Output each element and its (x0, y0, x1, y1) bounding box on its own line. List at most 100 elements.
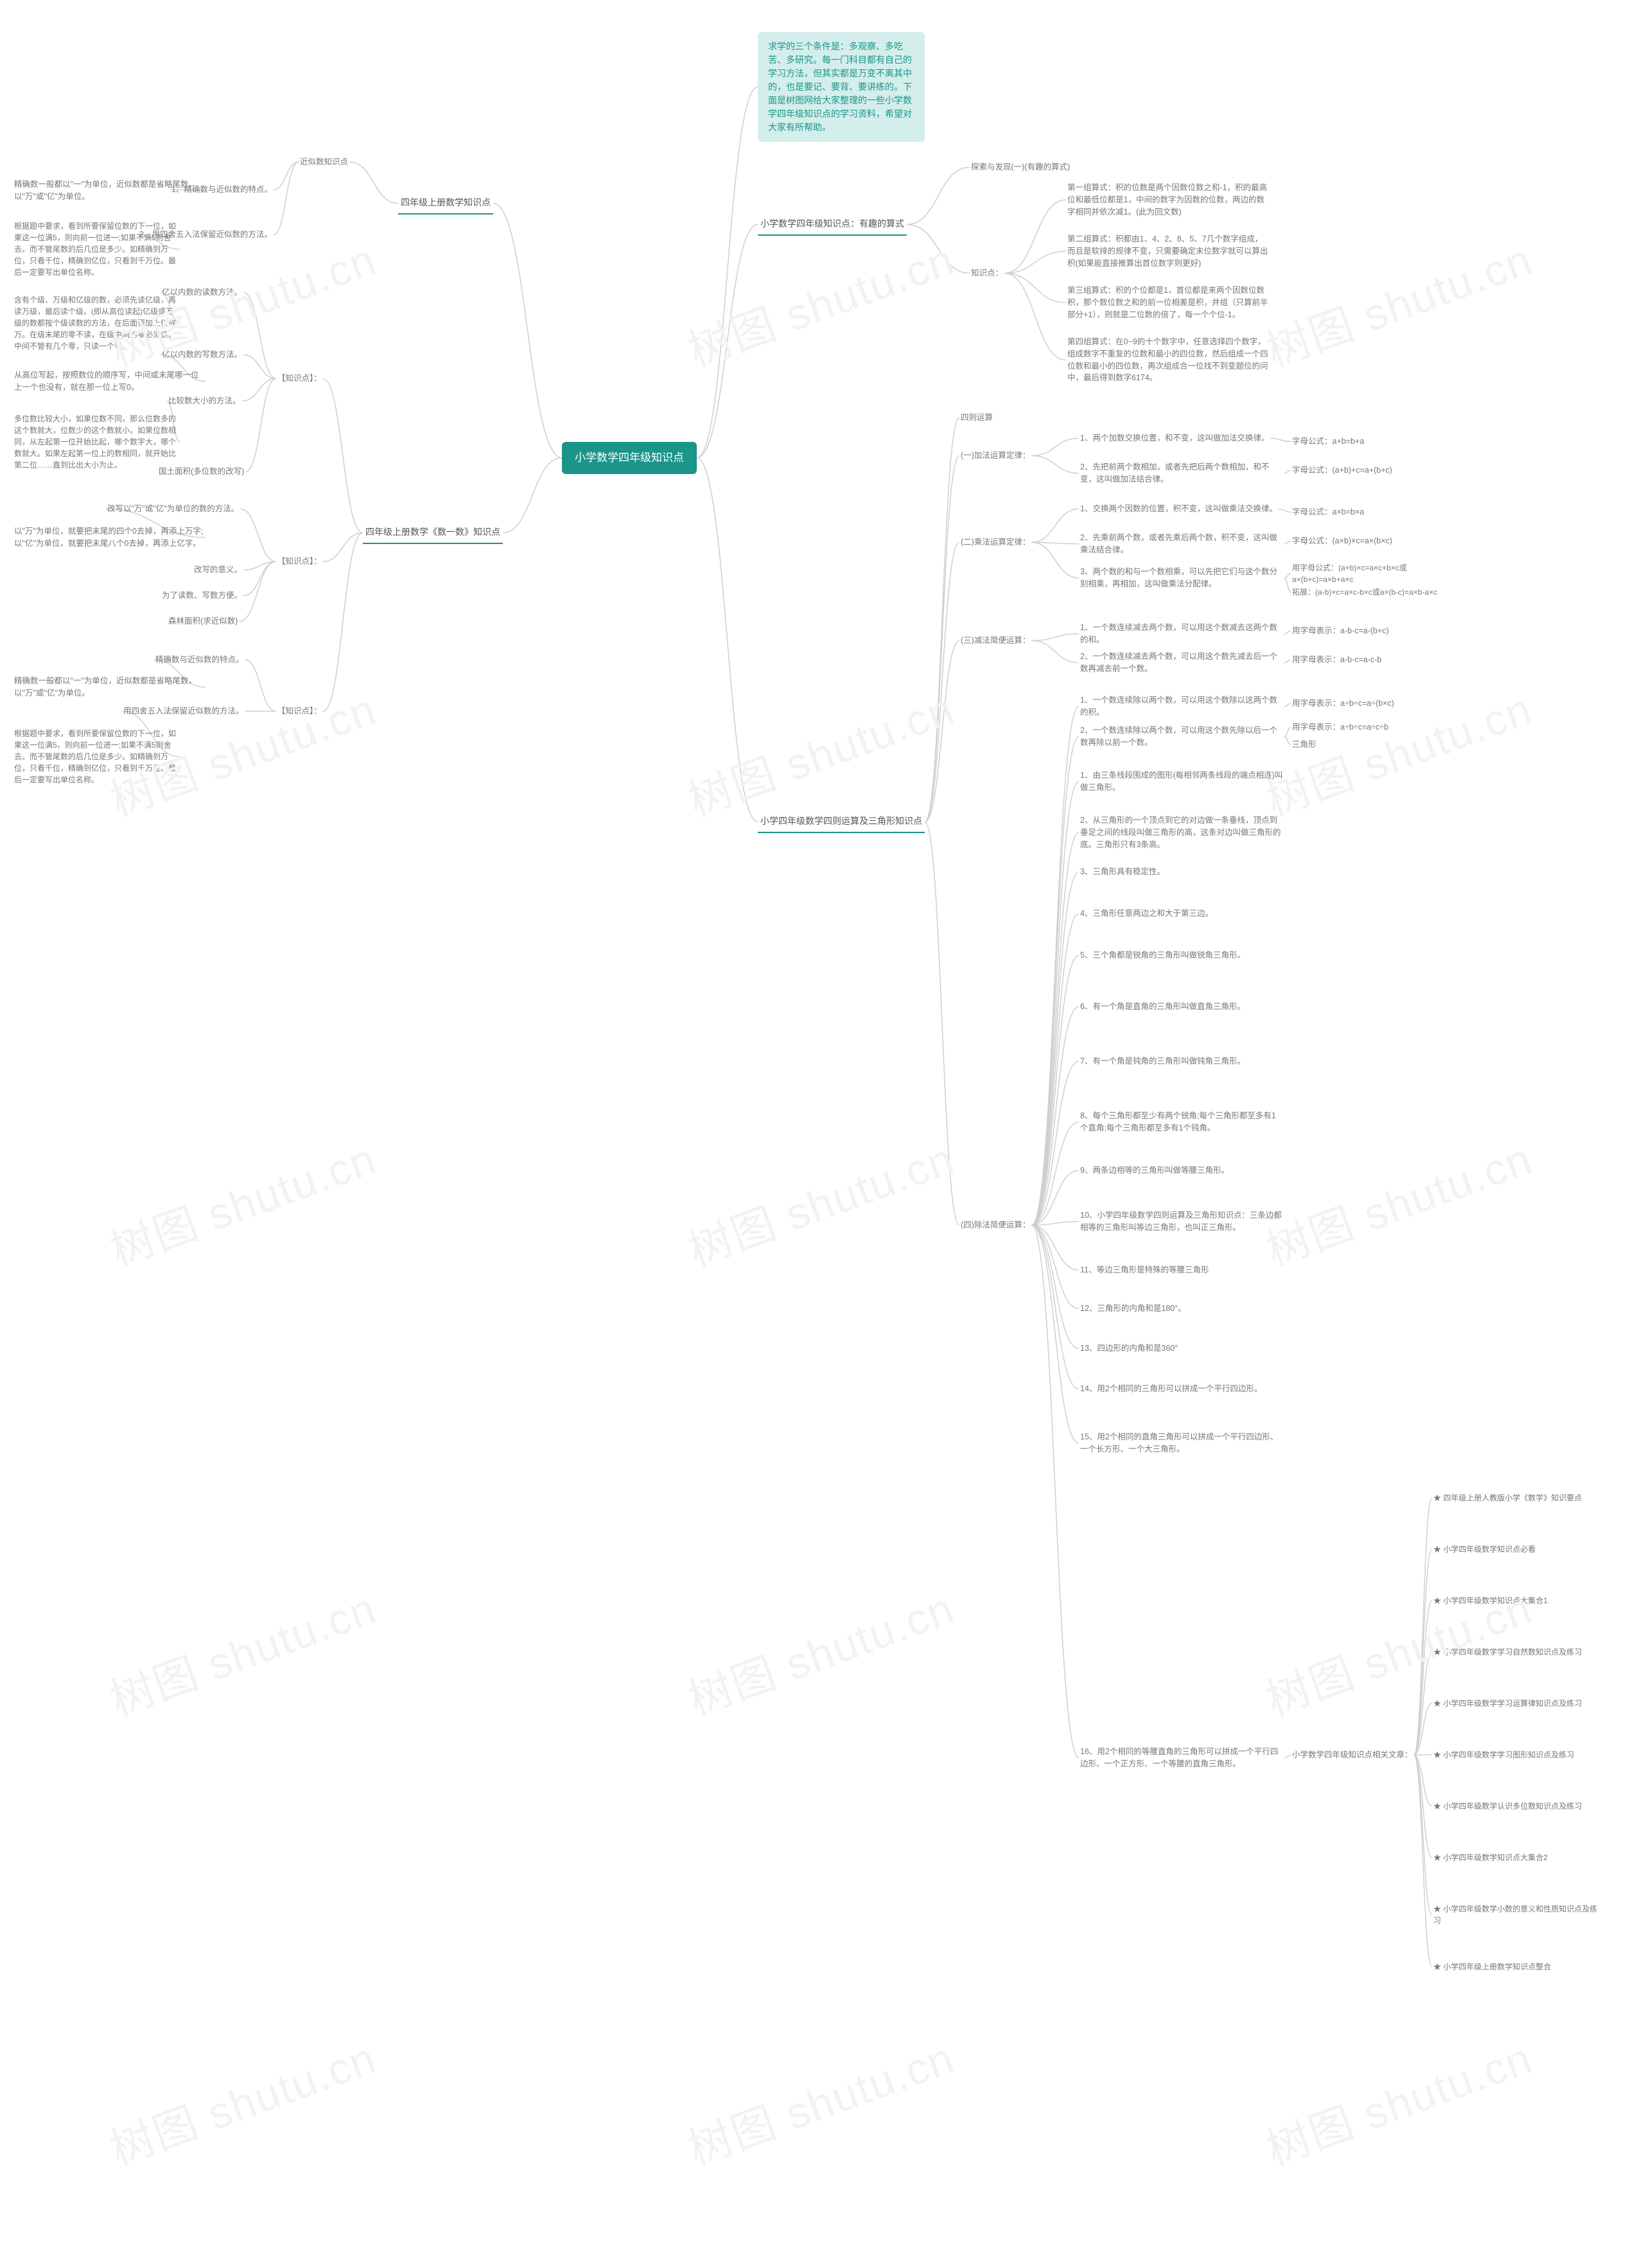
link (1004, 273, 1066, 303)
node-r2e7: 5、三个角都是锐角的三角形叫做锐角三角形。 (1079, 947, 1246, 963)
link (925, 822, 959, 1226)
node-r2e9: 7、有一个角是钝角的三角形叫做钝角三角形。 (1079, 1053, 1246, 1069)
link (1031, 1222, 1079, 1226)
link (907, 167, 970, 224)
node-r2e15: 13、四边形的内角和是360° (1079, 1341, 1179, 1357)
watermark: 树图 shutu.cn (100, 1123, 384, 1278)
link (1414, 1703, 1432, 1755)
link (1284, 578, 1291, 592)
link (1031, 1225, 1079, 1757)
node-r2e14: 12、三角形的内角和是180°。 (1079, 1301, 1187, 1317)
watermark: 树图 shutu.cn (100, 2023, 384, 2177)
node-l2b1: 改写以"万"或"亿"为单位的数的方法。 (106, 501, 240, 517)
link (1414, 1755, 1432, 1967)
node-r2e6: 4、三角形任意两边之和大于第三边。 (1079, 906, 1214, 922)
node-r2e1f: 用字母表示：a÷b÷c=a÷(b×c) (1291, 696, 1395, 712)
link (240, 509, 276, 561)
node-l2c1a: 精确数一般都以"一"为单位，近似数都是省略尾数，以"万"或"亿"为单位。 (13, 673, 206, 701)
link (1031, 782, 1079, 1226)
link (1031, 455, 1079, 473)
node-l2a2: 亿以内数的写数方法。 (161, 347, 243, 363)
node-r2d: (三)减法简便运算： (959, 633, 1031, 649)
node-r2e18a: 小学数学四年级知识点相关文章： (1291, 1747, 1414, 1763)
node-r2d1: 1、一个数连续减去两个数，可以用这个数减去这两个数的和。 (1079, 620, 1284, 648)
node-rel5: ★ 小学四年级数学学习运算律知识点及练习 (1432, 1696, 1583, 1711)
link (1031, 872, 1079, 1225)
node-r2e16: 14、用2个相同的三角形可以拼成一个平行四边形。 (1079, 1381, 1263, 1397)
link (1414, 1498, 1432, 1755)
node-r2: 小学四年级数学四则运算及三角形知识点 (758, 811, 925, 833)
link (1031, 1225, 1079, 1389)
watermark: 树图 shutu.cn (1256, 224, 1540, 379)
node-r2e: (四)除法简便运算： (959, 1217, 1031, 1233)
link (1414, 1755, 1432, 1858)
link (245, 378, 276, 471)
node-r2d1f: 用字母表示：a-b-c=a-(b+c) (1291, 623, 1390, 639)
watermark: 树图 shutu.cn (678, 224, 962, 379)
node-r2e2b: 三角形 (1291, 737, 1318, 753)
link (925, 542, 959, 822)
node-r2e8: 6、有一个角是直角的三角形叫做直角三角形。 (1079, 999, 1246, 1015)
node-r2c1f: 字母公式：a×b=b×a (1291, 504, 1365, 520)
node-r2b: (一)加法运算定律： (959, 448, 1031, 464)
node-rel3: ★ 小学四年级数学知识点大集合1 (1432, 1593, 1549, 1608)
link (1414, 1755, 1432, 1806)
node-l2a4: 国土面积(多位数的改写) (157, 464, 245, 480)
node-r2c2: 2、先乘前两个数，或者先乘后两个数，积不变，这叫做乘法结合律。 (1079, 530, 1284, 558)
node-l1a2a: 根据题中要求，看到所要保留位数的下一位，如果这一位满5，则向前一位进一;如果不满… (13, 218, 180, 280)
link (1031, 1061, 1079, 1225)
link (1031, 542, 1079, 577)
node-l2c1: 精确数与近似数的特点。 (154, 652, 245, 668)
link (245, 660, 276, 711)
node-rel4: ★ 小学四年级数学学习自然数知识点及练习 (1432, 1644, 1583, 1660)
node-rel7: ★ 小学四年级数学认识多位数知识点及练习 (1432, 1798, 1583, 1814)
link (1284, 631, 1291, 633)
link (1031, 542, 1079, 543)
node-r2b1: 1、两个加数交换位置，和不变，这叫做加法交换律。 (1079, 430, 1270, 446)
mindmap-links (0, 0, 1644, 2268)
node-r2e1: 1、一个数连续除以两个数，可以用这个数除以这两个数的积。 (1079, 692, 1284, 721)
node-r1b: 知识点： (970, 265, 1004, 281)
link (1284, 470, 1291, 473)
link (1031, 640, 1079, 662)
link (1031, 1170, 1079, 1225)
watermark: 树图 shutu.cn (678, 1573, 962, 1728)
link (323, 533, 363, 562)
node-r2e4: 2、从三角形的一个顶点到它的对边做一条垂线，顶点到垂足之间的线段叫做三角形的高，… (1079, 813, 1284, 852)
link (323, 533, 363, 712)
link (1031, 634, 1079, 641)
link (1004, 251, 1066, 273)
link (1284, 703, 1291, 706)
link (493, 204, 562, 458)
node-r2e3: 1、由三条线段围成的图形(每相邻两条线段的端点相连)叫做三角形。 (1079, 768, 1284, 796)
node-r2c1: 1、交换两个因数的位置，积不变，这叫做乘法交换律。 (1079, 501, 1279, 517)
node-r2e11: 9、两条边相等的三角形叫做等腰三角形。 (1079, 1163, 1230, 1179)
link (242, 378, 276, 401)
link (697, 87, 758, 458)
node-r2c3: 3、两个数的和与一个数相乘，可以先把它们与这个数分别相乘，再相加，这叫做乘法分配… (1079, 564, 1284, 592)
node-r2e13: 11、等边三角形是特殊的等腰三角形 (1079, 1262, 1210, 1278)
node-intro: 求学的三个条件是：多观察、多吃苦、多研究。每一门科目都有自己的学习方法，但其实都… (758, 32, 925, 142)
link (1414, 1549, 1432, 1755)
node-rel1: ★ 四年级上册人教版小学《数学》知识要点 (1432, 1490, 1583, 1506)
node-root: 小学数学四年级知识点 (562, 442, 697, 474)
watermark: 树图 shutu.cn (1256, 2023, 1540, 2177)
node-r2d2: 2、一个数连续减去两个数，可以用这个数先减去后一个数再减去前一个数。 (1079, 649, 1284, 677)
node-r1b2: 第二组算式：积都由1、4、2、8、5、7几个数字组成，而且是软排的规律不变，只需… (1066, 231, 1272, 271)
link (1284, 727, 1291, 736)
node-r2c2f: 字母公式：(a×b)×c=a×(b×c) (1291, 533, 1394, 549)
link (1004, 200, 1066, 273)
node-r2e5: 3、三角形具有稳定性。 (1079, 864, 1166, 880)
link (925, 640, 959, 822)
link (1031, 438, 1079, 455)
node-rel6: ★ 小学四年级数学学习图形知识点及练习 (1432, 1747, 1575, 1763)
link (239, 561, 276, 621)
link (1414, 1755, 1432, 1915)
node-l2b4: 森林面积(求近似数) (167, 613, 239, 629)
node-r2b1f: 字母公式：a+b=b+a (1291, 434, 1365, 450)
link (1031, 1122, 1079, 1226)
node-l2: 四年级上册数学《数一数》知识点 (363, 522, 503, 544)
link (274, 162, 299, 234)
node-l2b1a: 以"万"为单位，就要把末尾的四个0去掉，再添上万字;以"亿"为单位，就要把末尾八… (13, 523, 206, 552)
node-r1: 小学数学四年级知识点：有趣的算式 (758, 213, 907, 236)
